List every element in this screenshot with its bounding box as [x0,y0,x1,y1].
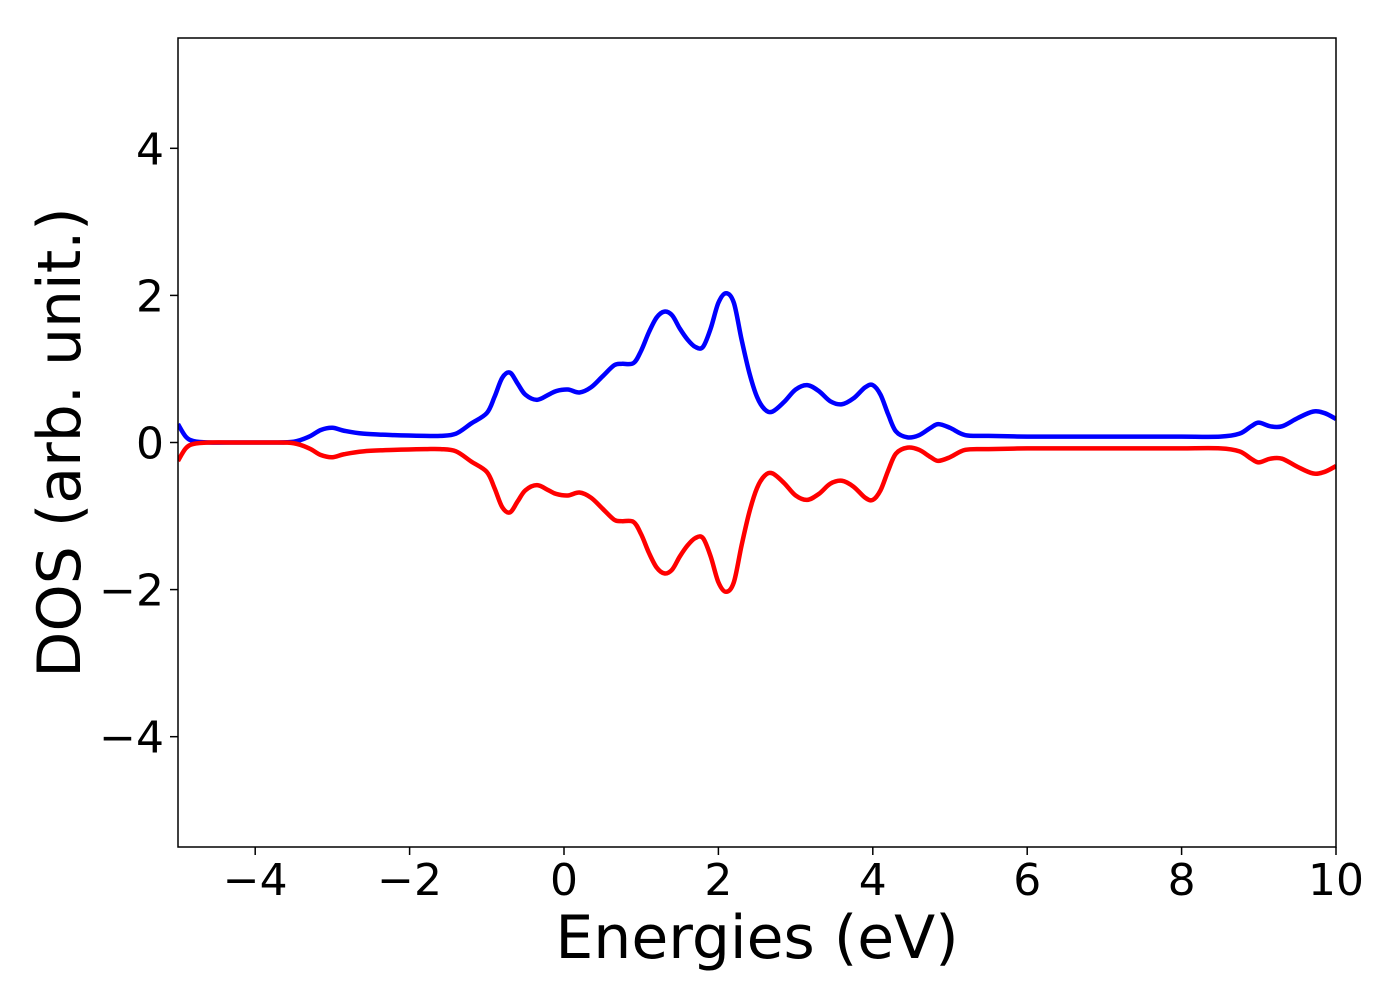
y-tick-label: 4 [136,124,164,175]
y-tick-label: 2 [136,271,164,322]
y-tick-label: −2 [99,566,164,617]
y-tick-label: −4 [99,713,164,764]
x-tick-label: 10 [1308,855,1364,906]
x-tick-label: 2 [704,855,732,906]
x-tick-label: 8 [1168,855,1196,906]
plot-frame [177,37,1337,848]
y-axis-label: DOS (arb. unit.) [25,207,95,677]
x-axis-label: Energies (eV) [555,903,958,973]
x-tick-label: −4 [223,855,288,906]
x-tick-label: −2 [377,855,442,906]
axis-ticks: −4 −2 0 2 4 6 8 10 −4 −2 0 2 4 [99,124,1364,906]
series-line-red [178,440,1336,595]
series-line-blue [178,290,1336,445]
series-lines [178,290,1336,595]
x-tick-label: 0 [550,855,578,906]
x-tick-label: 6 [1013,855,1041,906]
y-tick-label: 0 [136,419,164,470]
x-tick-label: 4 [859,855,887,906]
